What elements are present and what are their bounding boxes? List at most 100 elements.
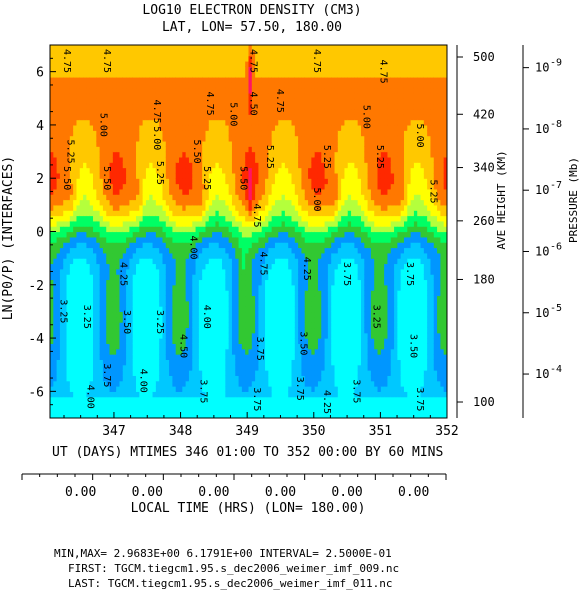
heat-cell <box>222 236 226 243</box>
heat-cell <box>241 119 246 126</box>
heat-cell <box>102 386 107 392</box>
heat-cell <box>56 71 61 78</box>
heat-cell <box>89 348 94 355</box>
heat-cell <box>50 354 54 360</box>
heat-cell <box>228 50 233 57</box>
heat-cell <box>136 375 140 382</box>
heat-cell <box>139 284 144 291</box>
heat-cell <box>66 300 71 307</box>
heat-cell <box>182 87 187 94</box>
heat-cell <box>145 343 150 350</box>
heat-cell <box>76 204 81 211</box>
heat-cell <box>149 167 154 174</box>
heat-cell <box>79 327 84 334</box>
heat-cell <box>145 66 150 73</box>
heat-cell <box>152 306 157 313</box>
heat-cell <box>159 215 164 222</box>
heat-cell <box>235 332 240 339</box>
heat-cell <box>192 45 197 51</box>
heat-cell <box>152 114 157 121</box>
heat-cell <box>202 103 207 110</box>
heat-cell <box>238 82 243 89</box>
heat-cell <box>172 284 177 291</box>
heat-cell <box>126 140 130 147</box>
heat-cell <box>228 247 233 254</box>
heat-cell <box>162 215 167 222</box>
heat-cell <box>132 290 137 297</box>
heat-cell <box>218 226 223 233</box>
heat-cell <box>195 199 200 206</box>
heat-cell <box>258 124 263 131</box>
heat-cell <box>149 82 154 89</box>
heat-cell <box>53 140 58 147</box>
heat-cell <box>132 50 137 57</box>
heat-cell <box>231 258 236 265</box>
heat-cell <box>185 332 190 339</box>
heat-cell <box>136 252 140 259</box>
heat-cell <box>142 412 147 418</box>
heat-cell <box>132 226 137 233</box>
heat-cell <box>122 354 127 360</box>
heat-cell <box>79 119 84 126</box>
heat-cell <box>106 396 111 403</box>
heat-cell <box>142 375 147 382</box>
heat-cell <box>76 311 81 318</box>
heat-cell <box>53 183 58 190</box>
heat-cell <box>225 306 230 313</box>
heat-cell <box>208 183 213 190</box>
heat-cell <box>238 263 243 270</box>
heat-cell <box>258 236 263 243</box>
heat-cell <box>195 236 200 243</box>
heat-cell <box>136 391 140 398</box>
heat-cell <box>274 300 279 307</box>
heat-cell <box>126 194 130 201</box>
heat-cell <box>165 130 170 137</box>
heat-cell <box>66 306 71 313</box>
heat-cell <box>63 66 68 73</box>
heat-cell <box>228 204 233 211</box>
heat-cell <box>112 338 117 344</box>
heat-cell <box>165 92 170 99</box>
heat-cell <box>241 140 246 147</box>
heat-cell <box>258 391 263 398</box>
heat-cell <box>63 172 68 179</box>
heat-cell <box>281 215 286 222</box>
heat-cell <box>185 82 190 89</box>
heat-cell <box>83 71 87 78</box>
heat-cell <box>66 167 71 174</box>
heat-cell <box>106 135 111 142</box>
heat-cell <box>205 247 210 254</box>
heat-cell <box>182 407 187 414</box>
heat-cell <box>86 354 91 360</box>
heat-cell <box>59 167 64 174</box>
heat-cell <box>63 71 68 78</box>
heat-cell <box>218 396 223 403</box>
heat-cell <box>112 172 117 179</box>
heat-cell <box>222 386 226 392</box>
heat-cell <box>265 172 269 179</box>
heat-cell <box>112 140 117 147</box>
heat-cell <box>102 412 107 418</box>
heat-cell <box>149 354 154 360</box>
heat-cell <box>69 380 74 387</box>
heat-cell <box>155 380 160 387</box>
heat-cell <box>198 231 203 238</box>
heat-cell <box>102 295 107 302</box>
heat-cell <box>198 295 203 302</box>
heat-cell <box>208 66 213 73</box>
heat-cell <box>53 290 58 297</box>
heat-cell <box>225 226 230 233</box>
heat-cell <box>102 98 107 105</box>
heat-cell <box>152 295 157 302</box>
heat-cell <box>119 140 124 147</box>
heat-cell <box>145 231 150 238</box>
heat-cell <box>251 98 256 105</box>
heat-cell <box>129 183 134 190</box>
heat-cell <box>139 402 144 408</box>
heat-cell <box>238 402 243 408</box>
heat-cell <box>102 66 107 73</box>
heat-cell <box>155 204 160 211</box>
heat-cell <box>188 332 193 339</box>
heat-cell <box>278 396 283 403</box>
heat-cell <box>251 391 256 398</box>
